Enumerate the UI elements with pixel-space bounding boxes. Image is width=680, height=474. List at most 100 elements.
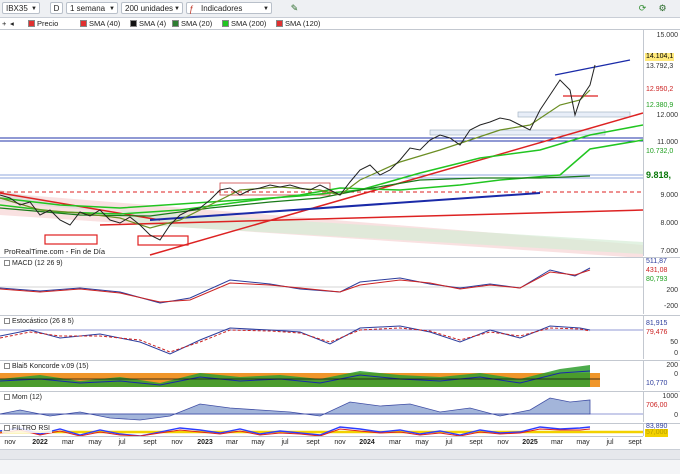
mom-canvas: [0, 397, 643, 421]
legend-item-sma40[interactable]: SMA (40): [80, 18, 120, 29]
filtro-red-line: [0, 428, 591, 437]
indicators-label: Indicadores: [201, 4, 243, 13]
blai5-tick: 200: [666, 362, 678, 369]
legend-label: SMA (200): [231, 19, 267, 28]
time-tick: jul: [445, 439, 453, 446]
price-tick: 7.000: [660, 248, 678, 255]
box-2025: [517, 111, 631, 118]
price-tick: 12.000: [656, 112, 678, 119]
blai5-blue-line: [0, 370, 591, 386]
time-tick: nov: [334, 439, 346, 446]
period-letter-button[interactable]: D: [50, 2, 63, 14]
macd-title: MACD (12 26 9): [2, 259, 65, 268]
stoch-k-line: [0, 325, 591, 355]
blai5-tick: 0: [674, 371, 678, 378]
legend-item-sma4[interactable]: SMA (4): [130, 18, 166, 29]
price-tag-sma200: 9.818,: [645, 170, 673, 180]
price-tick: 11.000: [657, 139, 678, 146]
time-tick: sept: [469, 439, 483, 446]
estocastico-panel[interactable]: Estocástico (26 8 5): [0, 315, 643, 360]
mom-axis[interactable]: 1000 706,00 0: [643, 391, 680, 422]
legend-swatch: [276, 20, 283, 27]
price-tag-sma4: 13.792,3: [645, 63, 675, 71]
timeframe-selector[interactable]: 1 semana ▼: [66, 2, 118, 14]
panel-icon: [4, 363, 10, 369]
filtro-tag: 57,000: [645, 429, 669, 437]
time-tick: nov: [497, 439, 509, 446]
status-bar: [0, 459, 680, 474]
settings-icon[interactable]: ⚙: [658, 3, 667, 13]
price-tick: 8.000: [660, 220, 678, 227]
filtro-axis[interactable]: 83,890 57,000: [643, 423, 680, 437]
stoch-tag: 79,476: [646, 329, 668, 336]
sma-40-line: [0, 175, 591, 217]
indicators-button[interactable]: ƒ Indicadores ▼: [186, 2, 272, 14]
top-toolbar: IBX35 ▼ D 1 semana ▼ 200 unidades ▼ ƒ In…: [0, 0, 680, 18]
mom-tag: 706,00: [646, 402, 668, 409]
price-axis[interactable]: 15.000 14.104,1 13.792,3 12.950,2 12.380…: [643, 29, 680, 256]
filtro-rsi-panel[interactable]: FILTRO RSI: [0, 423, 643, 437]
legend-label: Precio: [37, 19, 59, 28]
time-tick: 2025: [522, 439, 538, 446]
draw-tool-icon[interactable]: ✎: [290, 3, 299, 13]
trendline-blue-top: [554, 59, 631, 76]
legend-swatch: [222, 20, 229, 27]
legend-label: SMA (4): [139, 19, 167, 28]
add-indicator-icon[interactable]: +: [2, 19, 7, 28]
time-tick: may: [251, 439, 265, 446]
units-selector[interactable]: 200 unidades ▼: [121, 2, 183, 14]
macd-axis[interactable]: 511,87 431,08 80,793 200 -200: [643, 257, 680, 314]
time-tick: nov: [171, 439, 183, 446]
price-chart-panel[interactable]: ProRealTime.com - Fin de Día: [0, 29, 644, 258]
blai5-tag: 10,770: [646, 380, 668, 387]
time-tick: jul: [606, 439, 614, 446]
panel-icon: [4, 425, 10, 431]
mom-panel[interactable]: Mom (12): [0, 391, 643, 423]
time-tick: nov: [4, 439, 16, 446]
price-line: [0, 64, 596, 241]
macd-canvas: [0, 267, 643, 304]
time-tick: sept: [306, 439, 320, 446]
horizontal-scrollbar[interactable]: [0, 449, 680, 459]
sma-120-line: [0, 139, 644, 215]
stoch-tick: 50: [670, 339, 678, 346]
stoch-d-line: [0, 327, 591, 353]
chevron-down-icon: ▼: [263, 6, 269, 12]
stoch-tag: 81,915: [646, 320, 668, 327]
chevron-down-icon: ▼: [174, 6, 180, 12]
mom-title-label: Mom (12): [12, 394, 42, 401]
estocastico-axis[interactable]: 81,915 79,476 50 0: [643, 315, 680, 359]
price-tag-sma20: 12.380,9: [645, 102, 675, 110]
macd-signal-line: [0, 269, 591, 303]
time-tick: mar: [388, 439, 402, 446]
crosshair-icon[interactable]: ◂: [10, 19, 14, 28]
time-tick: mar: [550, 439, 564, 446]
watermark: ProRealTime.com - Fin de Día: [4, 247, 106, 256]
legend-swatch: [28, 20, 35, 27]
time-tick: may: [88, 439, 102, 446]
sma-200-line: [0, 124, 644, 209]
trendline-blue: [149, 192, 541, 221]
macd-panel[interactable]: MACD (12 26 9): [0, 257, 643, 315]
indicators-icon: ƒ: [189, 4, 195, 14]
range-shade-grey: [0, 190, 200, 220]
blai5-panel[interactable]: Blai5 Koncorde v.09 (15): [0, 360, 643, 391]
filtro-rsi-canvas: [0, 426, 643, 437]
blai5-axis[interactable]: 200 0 10,770: [643, 360, 680, 390]
legend-item-sma120[interactable]: SMA (120): [276, 18, 320, 29]
indicator-legend: + ◂ Precio SMA (40) SMA (4) SMA (20) SMA…: [0, 18, 680, 29]
legend-item-sma20[interactable]: SMA (20): [172, 18, 212, 29]
ticker-label: IBX35: [6, 4, 28, 13]
legend-swatch: [172, 20, 179, 27]
legend-label: SMA (120): [285, 19, 321, 28]
ticker-selector[interactable]: IBX35 ▼: [2, 2, 40, 14]
timeframe-label: 1 semana: [70, 4, 106, 13]
time-axis[interactable]: nov 2022 mar may jul sept nov 2023 mar m…: [0, 436, 643, 449]
price-tick: 9.000: [660, 192, 678, 199]
legend-item-sma200[interactable]: SMA (200): [222, 18, 266, 29]
refresh-icon[interactable]: ⟳: [638, 3, 647, 13]
panel-icon: [4, 318, 10, 324]
estocastico-title-label: Estocástico (26 8 5): [12, 318, 74, 325]
mom-area: [0, 397, 591, 421]
legend-item-precio[interactable]: Precio: [28, 18, 58, 29]
